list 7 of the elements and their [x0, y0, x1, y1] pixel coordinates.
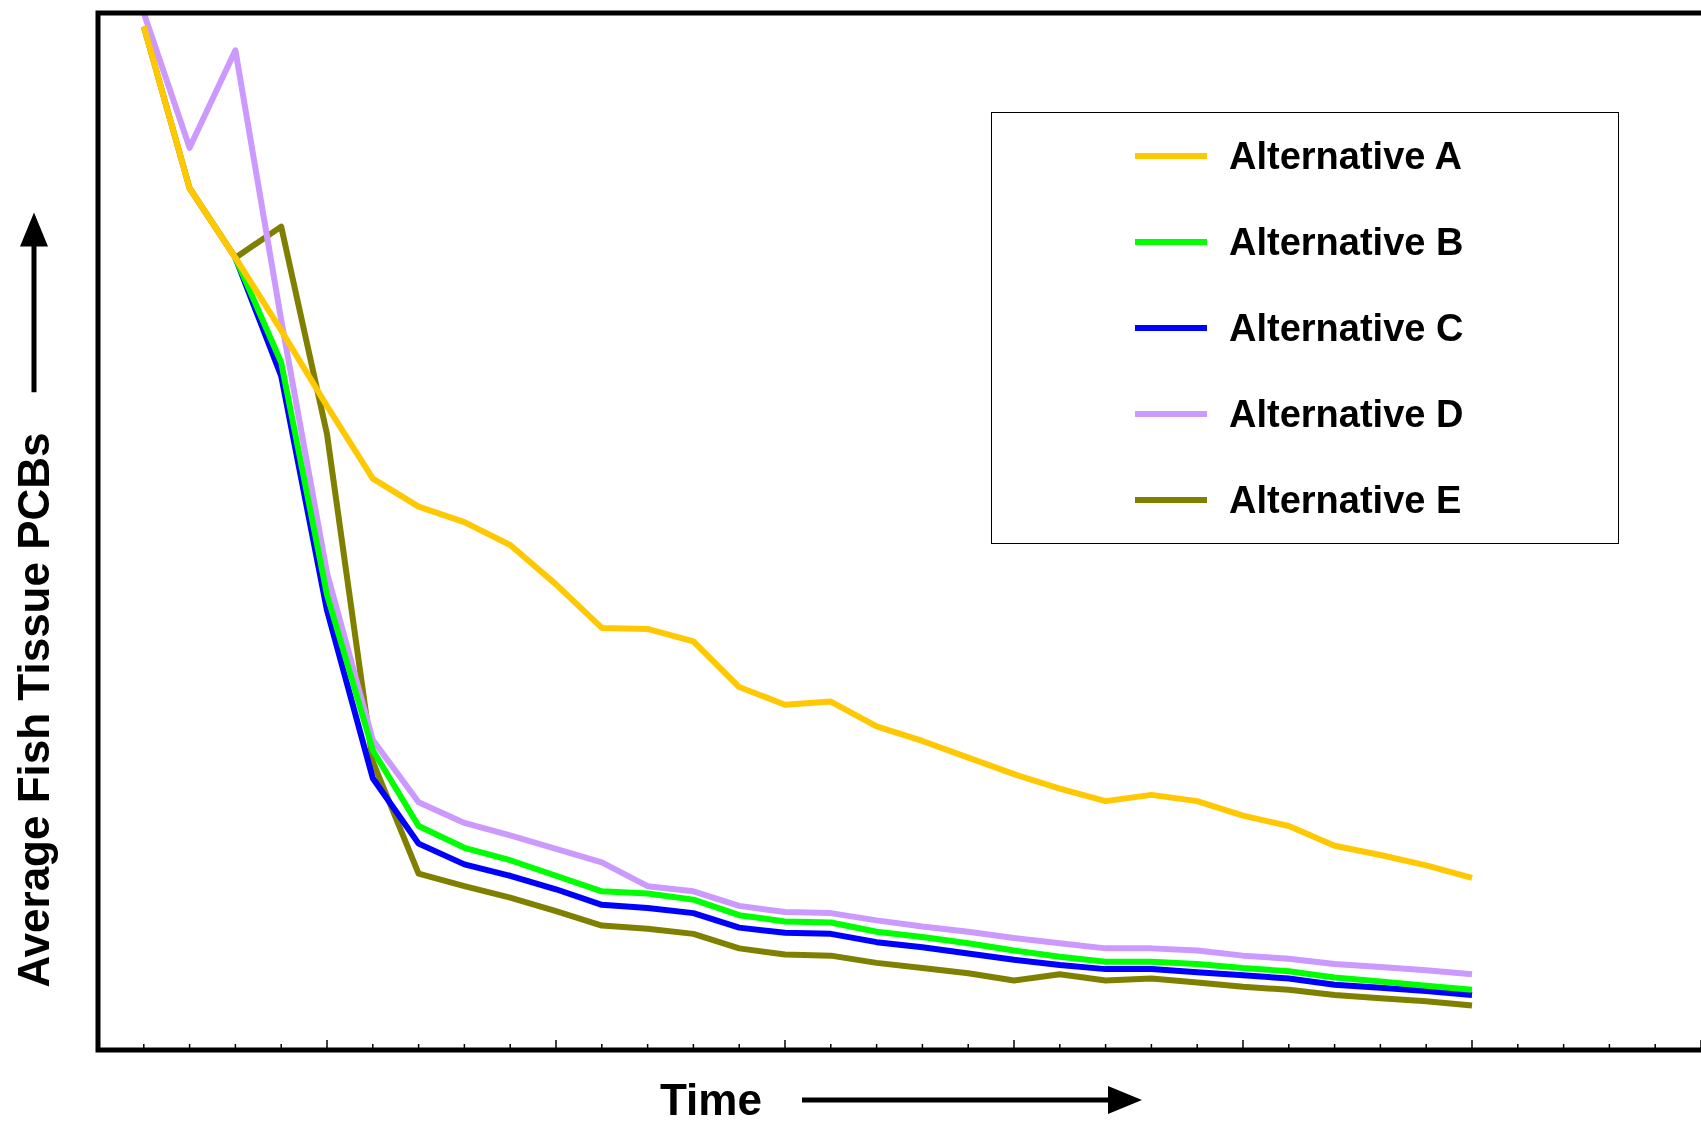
legend-label: Alternative A: [1229, 134, 1462, 178]
x-axis-title: Time: [660, 1075, 762, 1125]
legend-label: Alternative D: [1229, 392, 1464, 436]
legend-label: Alternative C: [1229, 306, 1464, 350]
legend-label: Alternative B: [1229, 220, 1464, 264]
legend-label: Alternative E: [1229, 478, 1462, 522]
y-axis-title: Average Fish Tissue PCBs: [9, 432, 59, 988]
